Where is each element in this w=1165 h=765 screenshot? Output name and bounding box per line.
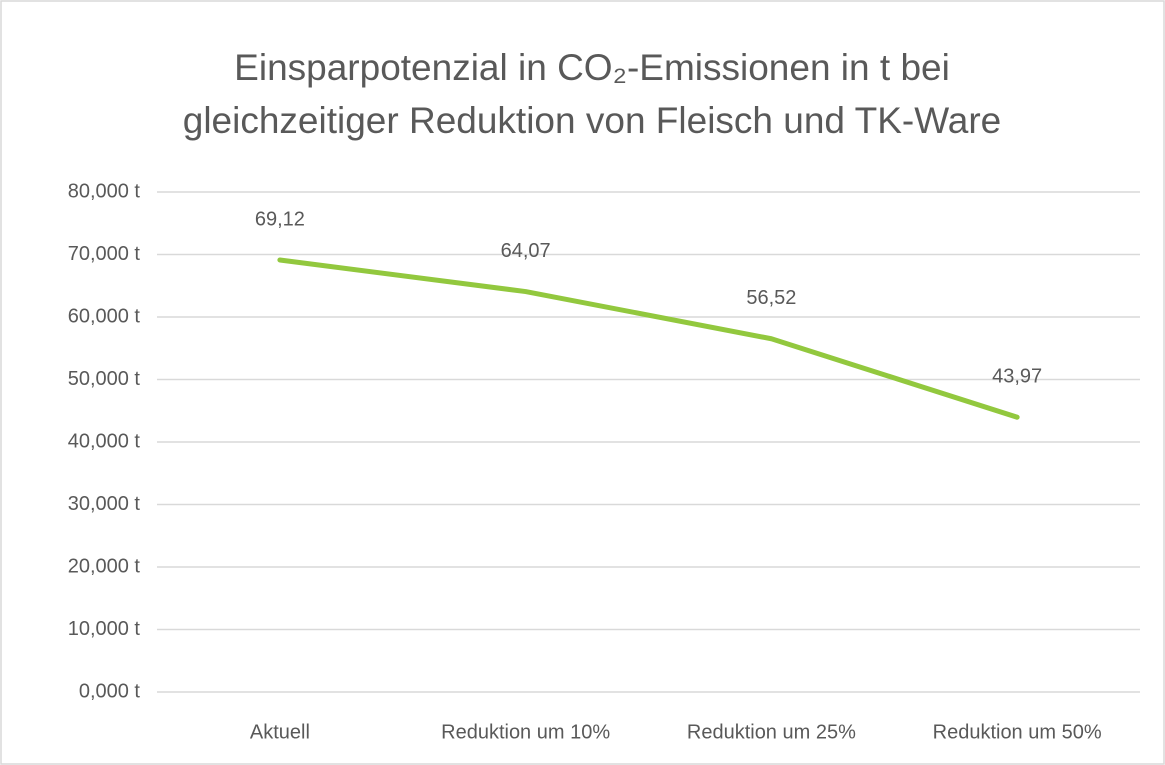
data-label: 43,97: [992, 365, 1042, 387]
x-tick-label: Aktuell: [250, 721, 310, 743]
x-tick-label: Reduktion um 10%: [441, 721, 610, 743]
chart-title: gleichzeitiger Reduktion von Fleisch und…: [183, 100, 1002, 141]
y-tick-label: 30,000 t: [68, 493, 141, 515]
y-tick-label: 50,000 t: [68, 368, 141, 390]
y-tick-label: 80,000 t: [68, 180, 141, 202]
y-tick-label: 60,000 t: [68, 305, 141, 327]
y-tick-label: 20,000 t: [68, 555, 141, 577]
y-tick-label: 0,000 t: [79, 680, 141, 702]
data-line: [277, 257, 1020, 420]
y-tick-label: 10,000 t: [68, 618, 141, 640]
data-label: 56,52: [746, 287, 796, 309]
y-tick-label: 70,000 t: [68, 243, 141, 265]
x-tick-label: Reduktion um 25%: [687, 721, 856, 743]
x-tick-label: Reduktion um 50%: [933, 721, 1102, 743]
data-label: 69,12: [255, 208, 305, 230]
y-tick-label: 40,000 t: [68, 430, 141, 452]
chart-title: Einsparpotenzial in CO₂-Emissionen in t …: [234, 47, 950, 88]
data-label: 64,07: [501, 240, 551, 262]
